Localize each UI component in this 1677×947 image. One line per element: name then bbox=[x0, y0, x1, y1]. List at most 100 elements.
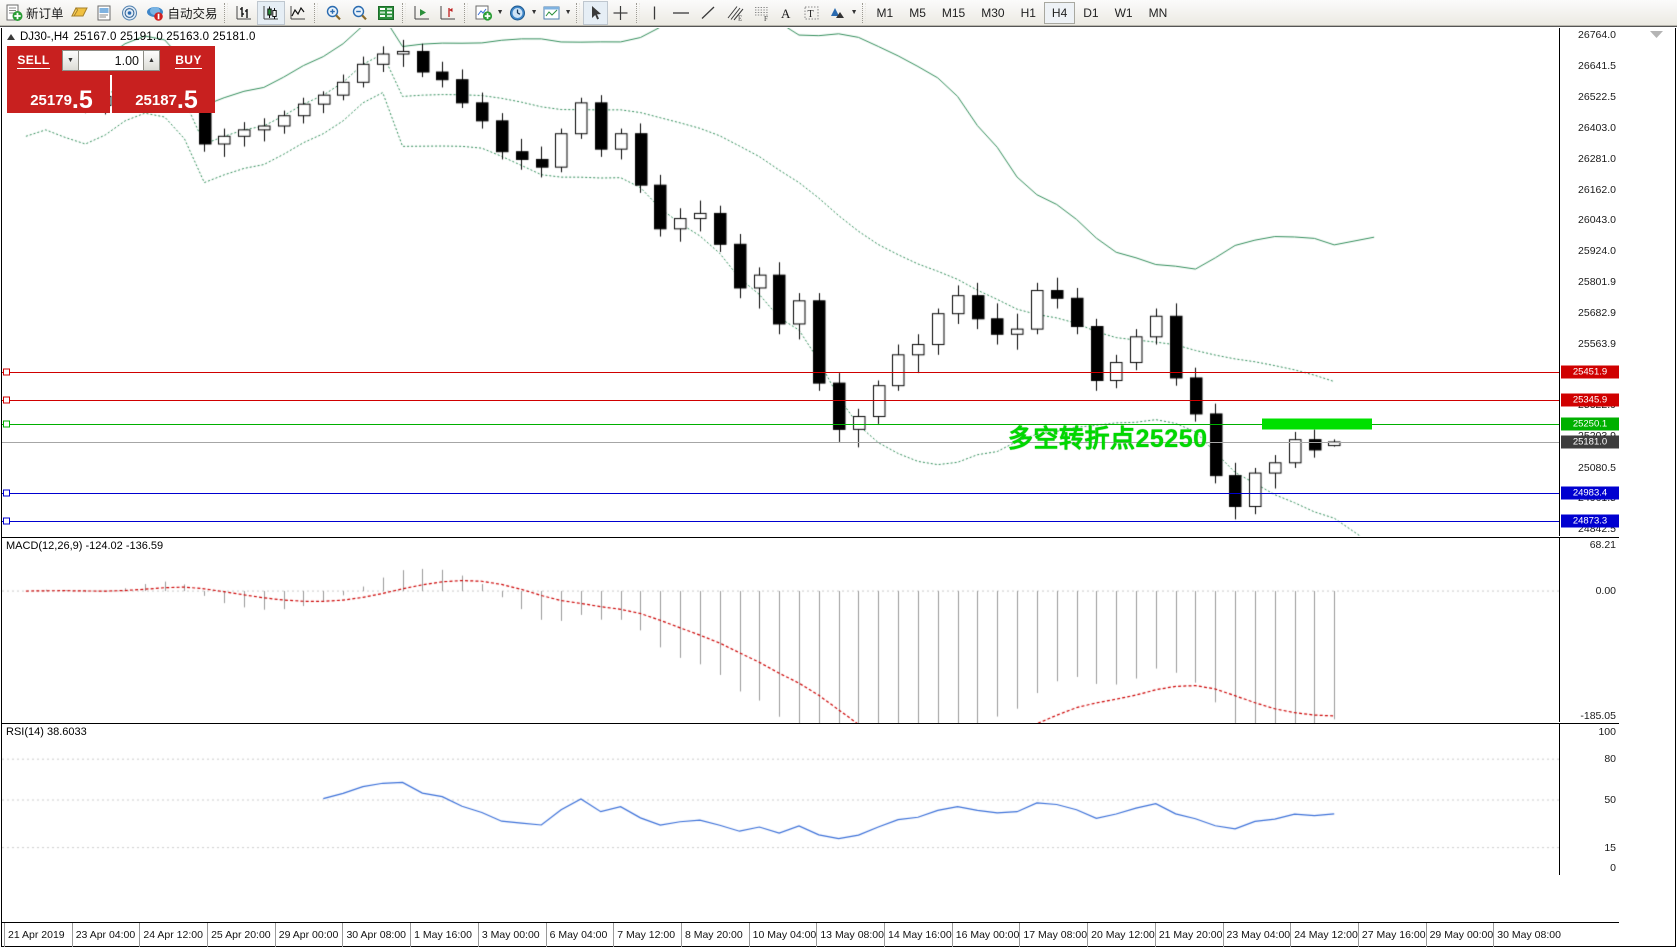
level-handle-support-2[interactable] bbox=[3, 517, 10, 525]
timeframe-d1[interactable]: D1 bbox=[1083, 5, 1099, 20]
level-line-resistance-2[interactable] bbox=[2, 399, 1559, 401]
crosshair-tool[interactable] bbox=[608, 1, 633, 25]
cursor-tool[interactable] bbox=[582, 0, 608, 25]
time-tick bbox=[1222, 923, 1224, 947]
fibonacci-tool[interactable]: F bbox=[749, 1, 775, 25]
price-tick: 25801.9 bbox=[1578, 276, 1616, 289]
templates-button[interactable] bbox=[539, 1, 564, 25]
indicators-button[interactable] bbox=[471, 1, 496, 25]
horizontal-line-icon bbox=[672, 11, 689, 14]
arrows-dropdown-arrow[interactable]: ▼ bbox=[850, 9, 858, 16]
new-order-button[interactable]: 新订单 bbox=[2, 1, 67, 25]
horizontal-line-tool[interactable] bbox=[667, 1, 695, 25]
rsi-tick: 0 bbox=[1610, 862, 1616, 874]
chart-shift-button[interactable] bbox=[435, 1, 461, 25]
sell-button[interactable]: SELL bbox=[7, 46, 60, 75]
toolbar-separator bbox=[861, 2, 866, 23]
bar-chart-icon bbox=[236, 5, 251, 19]
chart-annotation-text: 多空转折点25250 bbox=[1008, 425, 1208, 454]
timeframe-m5[interactable]: M5 bbox=[909, 5, 926, 20]
vertical-line-tool[interactable] bbox=[643, 1, 667, 25]
volume-increment-button[interactable]: ▲ bbox=[143, 50, 160, 71]
strategy-tester-button[interactable] bbox=[117, 1, 142, 25]
time-label: 17 May 08:00 bbox=[1023, 929, 1088, 941]
text-tool[interactable]: A bbox=[775, 1, 799, 25]
time-label: 30 May 08:00 bbox=[1497, 929, 1561, 941]
time-label: 7 May 12:00 bbox=[617, 929, 676, 941]
time-tick bbox=[410, 923, 412, 947]
sell-price-button[interactable]: 25179 .5 bbox=[7, 75, 110, 113]
timeframe-mn[interactable]: MN bbox=[1148, 5, 1168, 20]
level-handle-resistance-2[interactable] bbox=[3, 396, 10, 404]
metaeditor-button[interactable] bbox=[92, 1, 117, 25]
level-handle-resistance-1[interactable] bbox=[3, 368, 10, 376]
time-tick bbox=[816, 923, 818, 947]
fibonacci-icon: F bbox=[754, 6, 768, 22]
time-tick bbox=[4, 923, 5, 947]
data-window-button[interactable] bbox=[373, 1, 399, 25]
macd-scale[interactable]: 68.21 0.00 -185.05 bbox=[1559, 538, 1619, 722]
zoom-in-button[interactable] bbox=[321, 1, 347, 25]
expert-advisors-button[interactable] bbox=[67, 1, 92, 25]
candlestick-chart-button[interactable] bbox=[256, 0, 285, 25]
macd-tick: -185.05 bbox=[1580, 710, 1616, 722]
macd-pane[interactable]: MACD(12,26,9) -124.02 -136.59 68.21 0.00 -… bbox=[2, 537, 1619, 723]
one-click-trade-panel[interactable]: SELL ▼ 1.00 ▲ BUY 25179 .5 bbox=[7, 46, 215, 113]
time-label: 1 May 16:00 bbox=[414, 929, 472, 941]
price-scale[interactable]: 26764.0 26641.5 26522.5 26403.0 26281.0 26162… bbox=[1559, 28, 1619, 536]
periods-button[interactable] bbox=[505, 1, 530, 25]
chart-shift-handle[interactable] bbox=[1650, 31, 1663, 38]
trendline-tool[interactable] bbox=[695, 1, 721, 25]
chart-window[interactable]: DJ30-,H4 25167.0 25191.0 25163.0 25181.0… bbox=[0, 26, 1677, 947]
price-pane[interactable]: DJ30-,H4 25167.0 25191.0 25163.0 25181.0… bbox=[2, 28, 1619, 536]
auto-scroll-button[interactable] bbox=[409, 1, 435, 25]
time-tick bbox=[1290, 923, 1292, 947]
pivot-zone-box[interactable] bbox=[1262, 418, 1372, 430]
level-line-current-price[interactable] bbox=[2, 441, 1559, 443]
svg-text:T: T bbox=[807, 9, 813, 20]
candlestick-icon bbox=[263, 5, 278, 19]
level-line-support-2[interactable] bbox=[2, 521, 1559, 523]
autoscroll-icon bbox=[414, 5, 429, 19]
indicators-dropdown-arrow[interactable]: ▼ bbox=[496, 9, 504, 16]
rsi-pane[interactable]: RSI(14) 38.6033 100 80 50 15 0 bbox=[2, 723, 1619, 876]
autotrading-button[interactable]: 自动交易 bbox=[142, 1, 221, 25]
rsi-canvas bbox=[2, 724, 1559, 876]
periods-dropdown-arrow[interactable]: ▼ bbox=[530, 9, 538, 16]
timeframe-h1[interactable]: H1 bbox=[1020, 5, 1036, 20]
price-tick: 25080.5 bbox=[1578, 461, 1616, 474]
toolbar-separator bbox=[575, 2, 580, 23]
time-label: 21 Apr 2019 bbox=[8, 929, 65, 941]
zoom-out-button[interactable] bbox=[347, 1, 373, 25]
timeframe-h4[interactable]: H4 bbox=[1043, 1, 1076, 24]
price-tick: 26043.0 bbox=[1578, 214, 1616, 227]
svg-text:F: F bbox=[764, 15, 768, 22]
arrows-tool[interactable] bbox=[824, 1, 850, 25]
timeframe-w1[interactable]: W1 bbox=[1114, 5, 1133, 20]
text-label-tool[interactable]: T bbox=[799, 1, 824, 25]
rsi-scale[interactable]: 100 80 50 15 0 bbox=[1559, 724, 1619, 875]
time-label: 24 Apr 12:00 bbox=[143, 929, 203, 941]
bar-chart-button[interactable] bbox=[231, 1, 257, 25]
buy-button[interactable]: BUY bbox=[162, 46, 215, 75]
volume-decrement-button[interactable]: ▼ bbox=[62, 50, 79, 71]
level-handle-support-1[interactable] bbox=[3, 489, 10, 497]
buy-price-button[interactable]: 25187 .5 bbox=[112, 75, 215, 113]
templates-dropdown-arrow[interactable]: ▼ bbox=[564, 9, 572, 16]
level-line-support-1[interactable] bbox=[2, 492, 1559, 494]
new-order-icon bbox=[6, 4, 23, 21]
collapse-triangle-icon[interactable] bbox=[7, 34, 15, 40]
timeframe-m15[interactable]: M15 bbox=[941, 5, 966, 20]
level-line-resistance-1[interactable] bbox=[2, 372, 1559, 374]
timeframe-m1[interactable]: M1 bbox=[876, 5, 894, 20]
level-line-pivot-level[interactable] bbox=[2, 424, 1559, 426]
level-handle-pivot-level[interactable] bbox=[3, 420, 10, 428]
autotrading-icon bbox=[146, 6, 163, 21]
volume-stepper[interactable]: ▼ 1.00 ▲ bbox=[60, 46, 162, 75]
timeframe-m30[interactable]: M30 bbox=[981, 5, 1005, 20]
time-label: 29 May 00:00 bbox=[1429, 929, 1494, 941]
volume-input[interactable]: 1.00 bbox=[79, 50, 143, 71]
line-chart-button[interactable] bbox=[285, 1, 311, 25]
equidistant-channel-tool[interactable]: E bbox=[721, 1, 749, 25]
